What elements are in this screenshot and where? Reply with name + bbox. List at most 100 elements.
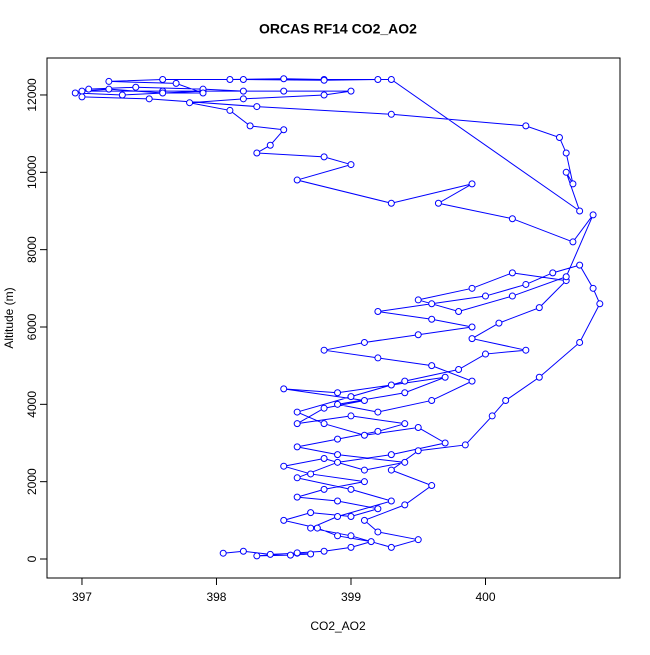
data-point: [374, 528, 382, 536]
y-tick-label: 12000: [25, 78, 39, 112]
data-point: [347, 512, 355, 520]
data-point: [468, 377, 476, 385]
y-tick-label: 4000: [25, 391, 39, 418]
data-point: [293, 474, 301, 482]
data-point: [253, 103, 261, 111]
x-tick-label: 399: [341, 590, 361, 604]
data-point: [576, 207, 584, 215]
data-point: [434, 199, 442, 207]
data-point: [468, 284, 476, 292]
data-point: [253, 149, 261, 157]
data-point: [280, 87, 288, 95]
x-axis-label: CO2_AO2: [310, 619, 366, 633]
data-point: [481, 350, 489, 358]
data-point: [589, 284, 597, 292]
data-point: [401, 458, 409, 466]
data-point: [387, 381, 395, 389]
data-point: [219, 549, 227, 557]
data-point: [320, 420, 328, 428]
y-tick-label: 8000: [25, 236, 39, 263]
data-point: [374, 505, 382, 513]
chart-title: ORCAS RF14 CO2_AO2: [259, 21, 417, 37]
data-point: [360, 516, 368, 524]
data-point: [105, 77, 113, 85]
data-point: [495, 319, 503, 327]
data-point: [347, 485, 355, 493]
data-point: [589, 211, 597, 219]
data-point: [374, 354, 382, 362]
data-point: [562, 168, 570, 176]
data-point: [596, 300, 604, 308]
data-point: [307, 524, 315, 532]
data-point: [307, 470, 315, 478]
data-point: [428, 362, 436, 370]
data-point: [320, 454, 328, 462]
data-point: [347, 393, 355, 401]
data-point: [401, 377, 409, 385]
data-point: [105, 85, 113, 93]
data-point: [347, 161, 355, 169]
data-point: [266, 141, 274, 149]
data-point: [387, 451, 395, 459]
data-point: [360, 396, 368, 404]
data-point: [374, 308, 382, 316]
data-point: [522, 280, 530, 288]
data-point: [239, 95, 247, 103]
data-point: [562, 273, 570, 281]
data-point: [199, 89, 207, 97]
data-point: [374, 427, 382, 435]
data-point: [360, 431, 368, 439]
data-point: [414, 424, 422, 432]
data-point: [320, 76, 328, 84]
data-point: [172, 79, 180, 87]
data-point: [307, 550, 315, 558]
data-point: [239, 76, 247, 84]
data-point: [508, 269, 516, 277]
data-point: [414, 331, 422, 339]
x-tick-label: 400: [475, 590, 495, 604]
data-point: [334, 497, 342, 505]
data-point: [334, 435, 342, 443]
data-point: [455, 308, 463, 316]
data-point: [280, 126, 288, 134]
data-point: [313, 524, 321, 532]
data-point: [508, 215, 516, 223]
data-point: [569, 180, 577, 188]
data-point: [555, 134, 563, 142]
y-tick-label: 0: [25, 555, 39, 562]
x-tick-label: 398: [206, 590, 226, 604]
data-point: [78, 87, 86, 95]
y-tick-label: 2000: [25, 468, 39, 495]
data-point: [286, 551, 294, 559]
data-point: [414, 296, 422, 304]
plot-frame: [46, 57, 621, 579]
data-point: [401, 501, 409, 509]
data-point: [549, 269, 557, 277]
data-point: [461, 441, 469, 449]
data-point: [401, 420, 409, 428]
data-point: [280, 75, 288, 83]
data-point: [266, 550, 274, 558]
data-point: [293, 408, 301, 416]
data-point: [468, 180, 476, 188]
data-point: [320, 485, 328, 493]
data-point: [428, 300, 436, 308]
data-point: [132, 83, 140, 91]
data-point: [468, 323, 476, 331]
data-point: [71, 89, 79, 97]
data-point: [320, 404, 328, 412]
data-point: [535, 373, 543, 381]
data-point: [226, 76, 234, 84]
data-point: [293, 549, 301, 557]
data-point: [428, 396, 436, 404]
y-tick-label: 6000: [25, 313, 39, 340]
data-point: [387, 466, 395, 474]
data-point: [118, 91, 126, 99]
x-tick-label: 397: [72, 590, 92, 604]
data-point: [562, 149, 570, 157]
data-point: [347, 532, 355, 540]
data-point: [387, 199, 395, 207]
data-point: [414, 447, 422, 455]
data-point: [280, 462, 288, 470]
data-point: [334, 532, 342, 540]
